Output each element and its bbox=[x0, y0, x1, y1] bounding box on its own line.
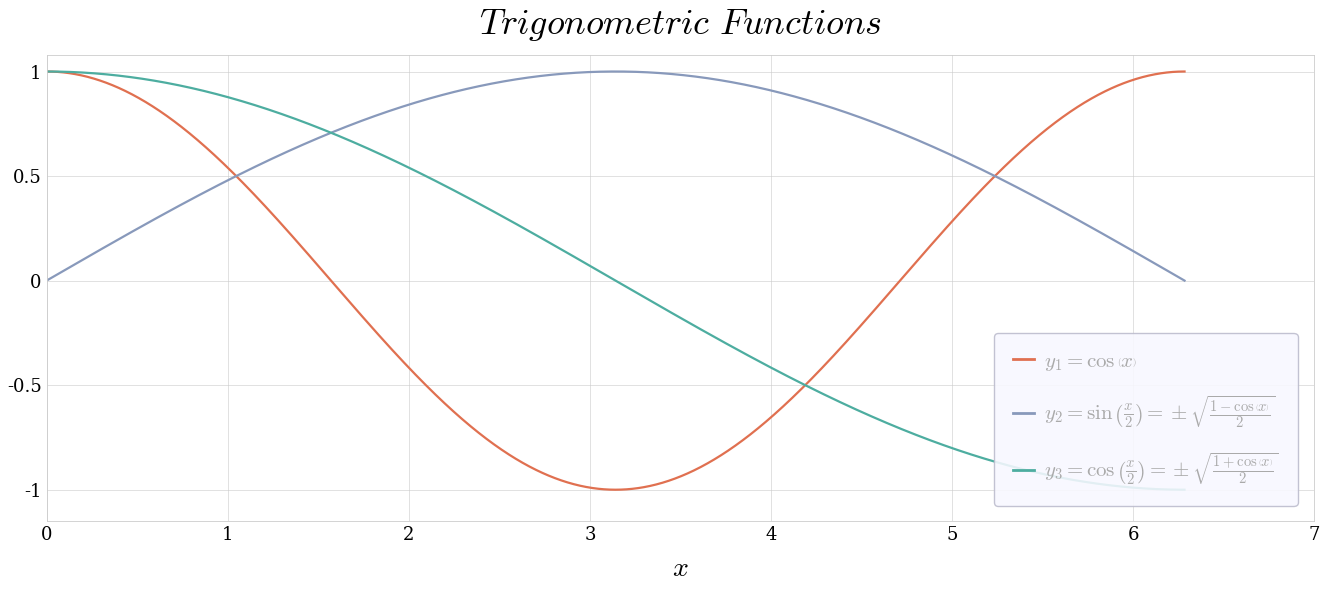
X-axis label: $x$: $x$ bbox=[673, 555, 689, 582]
Title: $\it{Trigonometric\ Functions}$: $\it{Trigonometric\ Functions}$ bbox=[479, 7, 882, 43]
Legend: $y_1 = \cos\left(x\right)$, $y_2 = \sin\left(\frac{x}{2}\right) = \pm\sqrt{\frac: $y_1 = \cos\left(x\right)$, $y_2 = \sin\… bbox=[994, 333, 1298, 506]
